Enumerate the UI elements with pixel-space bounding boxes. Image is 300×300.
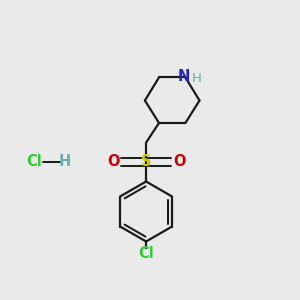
Text: O: O bbox=[107, 154, 119, 169]
Text: H: H bbox=[58, 154, 70, 169]
Text: Cl: Cl bbox=[138, 246, 154, 261]
Text: H: H bbox=[192, 71, 202, 85]
Text: Cl: Cl bbox=[27, 154, 42, 169]
Text: S: S bbox=[141, 154, 152, 169]
Text: N: N bbox=[178, 69, 190, 84]
Text: O: O bbox=[173, 154, 185, 169]
